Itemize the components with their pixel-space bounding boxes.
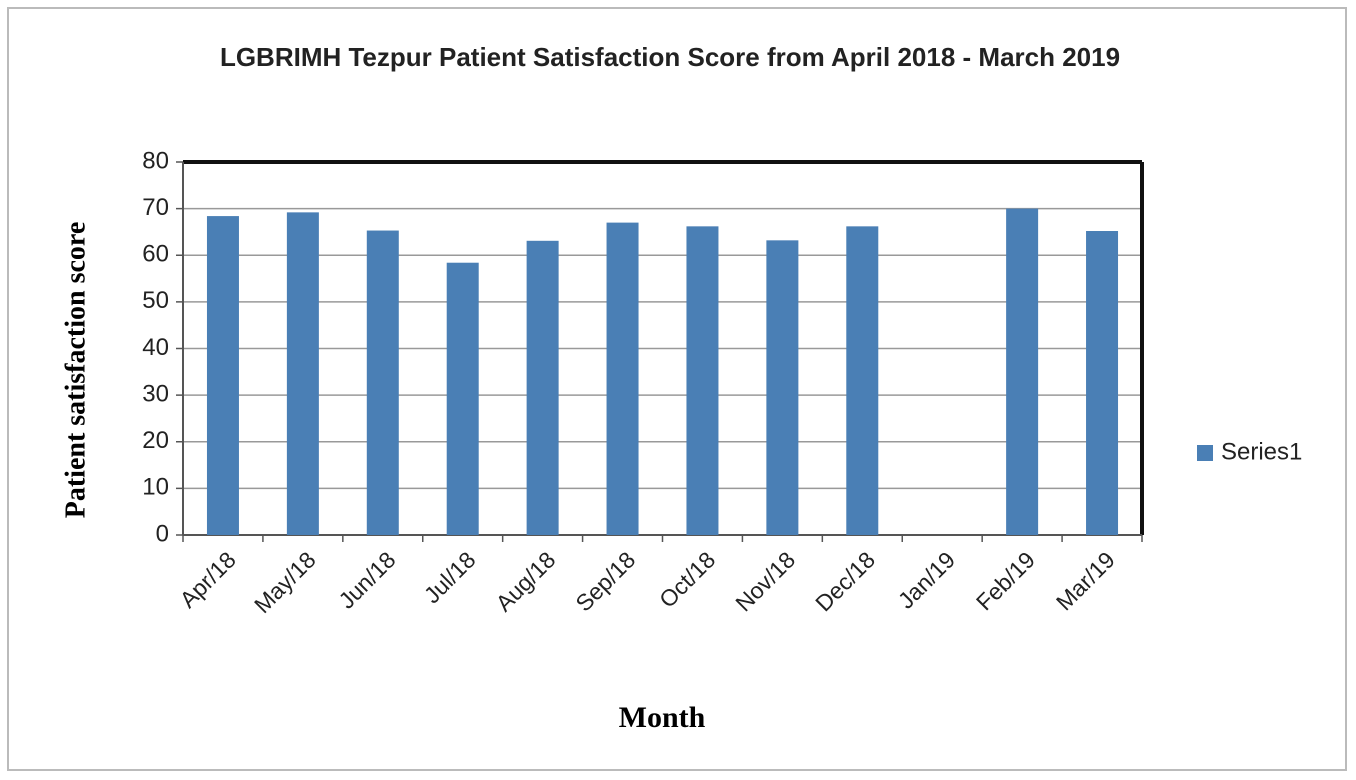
x-tick-label: Feb/19 — [971, 546, 1040, 615]
y-tick-label: 70 — [142, 194, 169, 221]
bar — [606, 222, 639, 536]
x-tick-label: Mar/19 — [1051, 546, 1120, 615]
y-tick-label: 80 — [142, 147, 169, 174]
y-tick-label: 60 — [142, 241, 169, 268]
bar — [206, 216, 239, 535]
chart-frame — [7, 7, 1347, 771]
y-tick-label: 30 — [142, 380, 169, 407]
x-tick-label: Nov/18 — [730, 546, 800, 616]
bar — [766, 240, 799, 535]
y-tick-label: 50 — [142, 287, 169, 314]
x-tick-label: Sep/18 — [570, 546, 640, 616]
bar — [366, 230, 399, 535]
bar — [846, 226, 879, 535]
x-tick-label: Jul/18 — [419, 546, 481, 608]
x-tick-label: Oct/18 — [654, 546, 720, 612]
y-tick-label: 0 — [156, 520, 169, 547]
x-tick-label: May/18 — [249, 546, 321, 618]
x-axis-label: Month — [619, 701, 706, 734]
chart-title: LGBRIMH Tezpur Patient Satisfaction Scor… — [219, 42, 1121, 72]
x-tick-label: Jun/18 — [333, 546, 400, 613]
bar — [286, 212, 319, 536]
bar — [446, 262, 479, 535]
y-axis-label: Patient satisfaction score — [60, 222, 91, 519]
bar — [526, 240, 559, 535]
y-tick-label: 10 — [142, 474, 169, 501]
bar — [686, 226, 719, 535]
x-tick-label: Dec/18 — [810, 546, 880, 616]
x-tick-label: Jan/19 — [893, 546, 960, 613]
x-tick-label: Aug/18 — [491, 546, 561, 616]
bar — [1086, 231, 1119, 535]
y-tick-label: 40 — [142, 334, 169, 361]
legend-swatch — [1197, 445, 1213, 461]
legend-label: Series1 — [1221, 438, 1302, 465]
y-tick-label: 20 — [142, 427, 169, 454]
bar — [1006, 208, 1039, 535]
x-tick-label: Apr/18 — [174, 546, 240, 612]
